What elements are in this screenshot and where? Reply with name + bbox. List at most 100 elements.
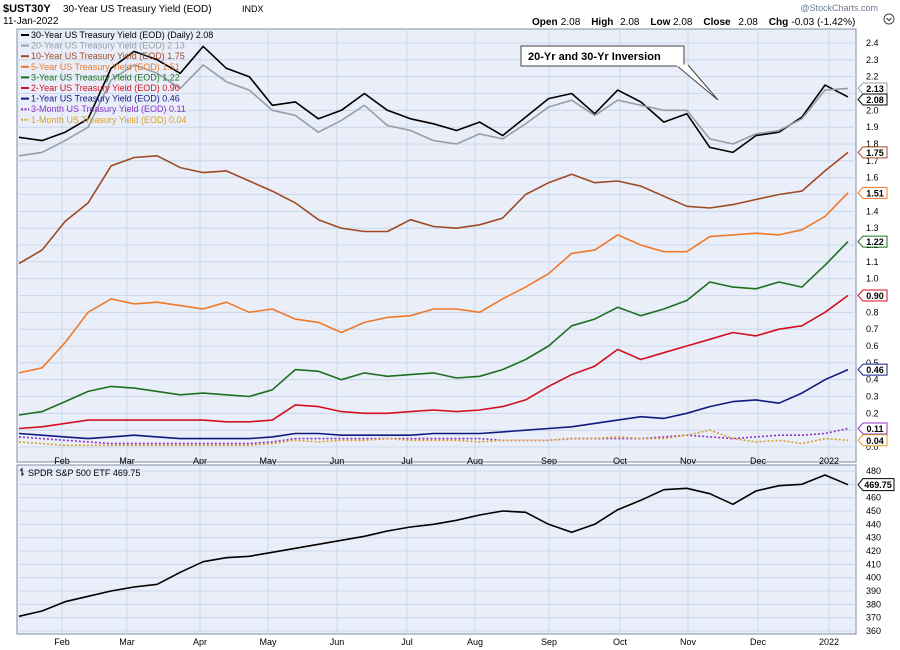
end-value-tag bbox=[857, 289, 888, 302]
collapse-icon[interactable] bbox=[883, 13, 895, 25]
yield-series-line-8 bbox=[18, 429, 849, 447]
y-tick-label: 1.6 bbox=[866, 173, 879, 183]
end-value-tag-label: 0.11 bbox=[866, 424, 883, 434]
chart-header: $UST30Y 30-Year US Treasury Yield (EOD) … bbox=[3, 3, 895, 28]
legend-entry: 30-Year US Treasury Yield (EOD) (Daily) … bbox=[31, 30, 213, 40]
end-value-tag-label: 0.04 bbox=[866, 436, 884, 446]
end-value-tag-label: 1.75 bbox=[866, 148, 884, 158]
end-value-tag bbox=[857, 82, 888, 95]
ticker-exchange: INDX bbox=[242, 4, 264, 14]
x-tick-label: Aug bbox=[467, 637, 483, 647]
end-value-tag-label: 1.51 bbox=[866, 188, 884, 198]
x-tick-label: Nov bbox=[680, 637, 697, 647]
x-tick-label: Oct bbox=[613, 637, 628, 647]
y-tick-label: 440 bbox=[866, 519, 881, 529]
end-value-tag-label: 1.22 bbox=[866, 237, 884, 247]
y-tick-label: 390 bbox=[866, 586, 881, 596]
annotation-text: 20-Yr and 30-Yr Inversion bbox=[528, 51, 661, 63]
y-tick-label: 430 bbox=[866, 533, 881, 543]
ohlc-value: 2.08 bbox=[561, 17, 581, 28]
x-tick-label: Jul bbox=[401, 456, 413, 466]
y-tick-label: 0.3 bbox=[866, 392, 879, 402]
y-tick-label: 1.4 bbox=[866, 206, 879, 216]
ohlc-readout: Open 2.08 High 2.08 Low 2.08 Close 2.08 Chg -0.03… bbox=[532, 17, 855, 28]
legend-entry: 1-Year US Treasury Yield (EOD) 0.46 bbox=[31, 94, 180, 104]
ohlc-label: Open bbox=[532, 17, 558, 28]
ohlc-value: 2.08 bbox=[620, 17, 640, 28]
x-tick-label: Apr bbox=[193, 637, 207, 647]
yield-series-line-4 bbox=[18, 241, 849, 416]
spy-panel: 360370380390400410420430440450460470480 … bbox=[16, 464, 895, 647]
spy-y-axis: 360370380390400410420430440450460470480 bbox=[866, 466, 881, 636]
spy-x-axis: Feb Mar Apr May Jun Jul Aug Sep Oct Nov Dec 2022 bbox=[54, 637, 839, 647]
y-tick-label: 360 bbox=[866, 626, 881, 636]
legend-entry: 20-Year US Treasury Yield (EOD) 2.13 bbox=[31, 41, 185, 51]
yield-panel: 0.00.10.20.30.40.50.60.70.80.91.01.11.21… bbox=[16, 28, 888, 466]
y-tick-label: 1.8 bbox=[866, 139, 879, 149]
yield-series-line-2 bbox=[18, 151, 849, 265]
yield-series bbox=[18, 45, 849, 447]
y-tick-label: 2.2 bbox=[866, 72, 879, 82]
y-tick-label: 0.6 bbox=[866, 341, 879, 351]
spy-end-tags: 469.75 bbox=[857, 478, 895, 492]
y-tick-label: 0.7 bbox=[866, 324, 879, 334]
end-value-tag bbox=[857, 422, 888, 435]
y-tick-label: 2.0 bbox=[866, 105, 879, 115]
ohlc-value: 2.08 bbox=[738, 17, 758, 28]
y-tick-label: 0.2 bbox=[866, 408, 879, 418]
y-tick-label: 420 bbox=[866, 546, 881, 556]
x-tick-label: Mar bbox=[119, 637, 135, 647]
y-tick-label: 1.1 bbox=[866, 257, 879, 267]
yield-series-line-6 bbox=[18, 368, 849, 440]
legend-entry: SPDR S&P 500 ETF 469.75 bbox=[28, 468, 140, 478]
x-tick-label: Jun bbox=[330, 456, 345, 466]
x-tick-label: Mar bbox=[119, 456, 135, 466]
x-tick-label: Feb bbox=[54, 456, 70, 466]
end-value-tag-label: 0.46 bbox=[866, 365, 884, 375]
y-tick-label: 450 bbox=[866, 506, 881, 516]
yield-gridlines bbox=[17, 29, 856, 462]
y-tick-label: 1.9 bbox=[866, 122, 879, 132]
yield-series-line-5 bbox=[18, 294, 849, 430]
yield-plot-area bbox=[16, 28, 857, 463]
x-tick-label: Nov bbox=[680, 456, 697, 466]
legend-entry: 1-Month US Treasury Yield (EOD) 0.04 bbox=[31, 115, 187, 125]
ticker-symbol: $UST30Y bbox=[3, 3, 51, 15]
y-tick-label: 370 bbox=[866, 613, 881, 623]
end-value-tag bbox=[857, 93, 888, 106]
yield-x-axis: Feb Mar Apr May Jun Jul Aug Sep Oct Nov Dec 2022 bbox=[54, 456, 839, 466]
end-value-tag bbox=[857, 235, 888, 248]
watermark: @StockCharts.com bbox=[800, 3, 878, 13]
x-tick-label: Oct bbox=[613, 456, 628, 466]
end-value-tag bbox=[857, 478, 895, 492]
inversion-annotation: 20-Yr and 30-Yr Inversion bbox=[520, 45, 719, 101]
ohlc-value: 2.08 bbox=[673, 17, 693, 28]
ohlc-label: Chg bbox=[769, 17, 788, 28]
ohlc-label: Close bbox=[703, 17, 731, 28]
x-tick-label: 2022 bbox=[819, 456, 839, 466]
y-tick-label: 1.3 bbox=[866, 223, 879, 233]
y-tick-label: 380 bbox=[866, 599, 881, 609]
end-value-tag-label: 0.90 bbox=[866, 291, 884, 301]
spy-series bbox=[18, 474, 849, 618]
end-value-tag-label: 469.75 bbox=[864, 480, 892, 490]
spy-series-line-0 bbox=[18, 474, 849, 618]
yield-series-line-1 bbox=[18, 64, 849, 157]
y-tick-label: 410 bbox=[866, 559, 881, 569]
end-value-tag-label: 2.13 bbox=[866, 84, 884, 94]
yield-legend: 30-Year US Treasury Yield (EOD) (Daily) … bbox=[21, 30, 213, 125]
spy-legend: SPDR S&P 500 ETF 469.75 bbox=[20, 468, 140, 478]
end-value-tag-label: 2.08 bbox=[866, 95, 884, 105]
y-tick-label: 1.7 bbox=[866, 156, 879, 166]
ohlc-label: Low bbox=[650, 17, 670, 28]
x-tick-label: Feb bbox=[54, 637, 70, 647]
ohlc-bar-icon bbox=[20, 468, 24, 476]
end-value-tag bbox=[857, 146, 888, 159]
y-tick-label: 0.8 bbox=[866, 307, 879, 317]
y-tick-label: 2.3 bbox=[866, 55, 879, 65]
y-tick-label: 400 bbox=[866, 573, 881, 583]
x-tick-label: May bbox=[259, 456, 277, 466]
y-tick-label: 0.4 bbox=[866, 375, 879, 385]
ohlc-label: High bbox=[591, 17, 613, 28]
